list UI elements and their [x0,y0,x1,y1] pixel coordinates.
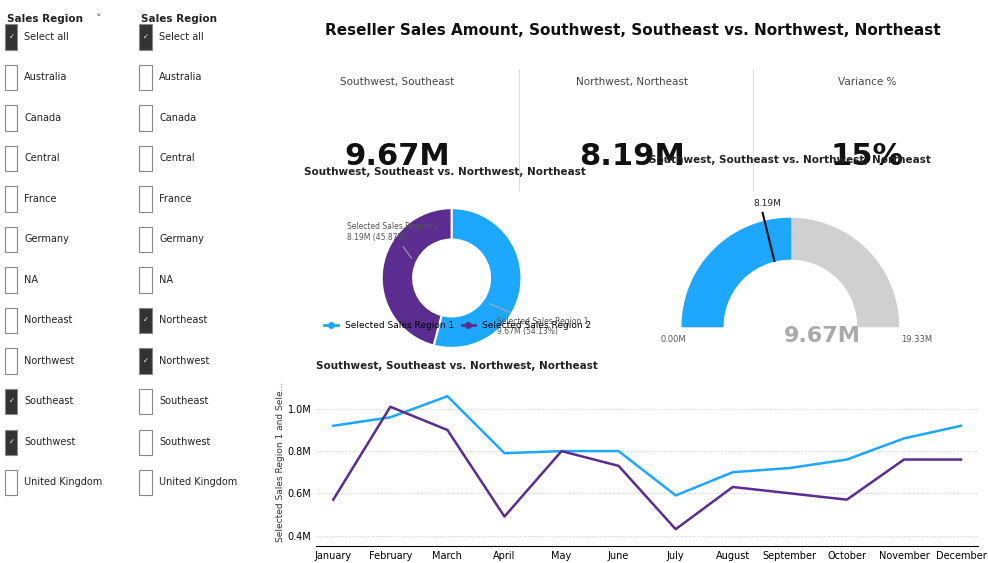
Text: United Kingdom: United Kingdom [159,477,237,488]
Text: Southeast: Southeast [24,396,73,406]
Text: Southwest, Southeast: Southwest, Southeast [341,77,454,87]
FancyBboxPatch shape [139,227,152,252]
Text: Selected Sales Region 2
8.19M (45.87%): Selected Sales Region 2 8.19M (45.87%) [347,222,439,258]
Text: ✓: ✓ [9,399,15,404]
FancyBboxPatch shape [139,348,152,374]
Text: 0.00M: 0.00M [661,336,686,345]
FancyBboxPatch shape [139,146,152,171]
Legend: Selected Sales Region 1, Selected Sales Region 2: Selected Sales Region 1, Selected Sales … [321,318,595,334]
Text: United Kingdom: United Kingdom [24,477,103,488]
FancyBboxPatch shape [5,24,18,50]
Text: Germany: Germany [159,234,205,244]
Text: ✓: ✓ [143,358,149,364]
Text: ✓: ✓ [143,34,149,39]
Text: Australia: Australia [159,72,203,82]
FancyBboxPatch shape [139,267,152,293]
FancyBboxPatch shape [5,470,18,495]
Text: 9.67M: 9.67M [345,142,451,171]
Text: Select all: Select all [159,32,204,42]
Title: Southwest, Southeast vs. Northwest, Northeast: Southwest, Southeast vs. Northwest, Nort… [303,167,586,177]
Text: 9.67M: 9.67M [783,325,861,346]
FancyBboxPatch shape [139,389,152,414]
Title: Southwest, Southeast vs. Northwest, Northeast: Southwest, Southeast vs. Northwest, Nort… [649,155,932,166]
Text: Selected Sales Region 1
9.67M (54.13%): Selected Sales Region 1 9.67M (54.13%) [489,303,589,336]
FancyBboxPatch shape [139,430,152,455]
FancyBboxPatch shape [139,24,152,50]
FancyBboxPatch shape [5,430,18,455]
FancyBboxPatch shape [5,186,18,212]
Text: Northwest: Northwest [159,356,209,366]
FancyBboxPatch shape [5,389,18,414]
Polygon shape [683,218,790,327]
Y-axis label: Selected Sales Region 1 and Sele...: Selected Sales Region 1 and Sele... [276,382,285,542]
Text: Central: Central [159,153,195,163]
Text: Sales Region: Sales Region [7,14,83,24]
Text: 8.19M: 8.19M [579,142,686,171]
FancyBboxPatch shape [139,470,152,495]
FancyBboxPatch shape [5,348,18,374]
Text: France: France [159,194,192,204]
Text: Northeast: Northeast [24,315,72,325]
FancyBboxPatch shape [139,308,152,333]
Text: Northeast: Northeast [159,315,207,325]
Text: Southwest: Southwest [159,437,210,447]
Text: Southeast: Southeast [159,396,208,406]
Text: NA: NA [24,275,38,285]
Polygon shape [683,218,898,327]
Text: 15%: 15% [831,142,904,171]
Text: Canada: Canada [159,113,197,123]
Text: Southwest, Southeast vs. Northwest, Northeast: Southwest, Southeast vs. Northwest, Nort… [316,361,598,371]
Text: Northwest: Northwest [24,356,74,366]
Text: Northwest, Northeast: Northwest, Northeast [576,77,689,87]
Text: NA: NA [159,275,173,285]
FancyBboxPatch shape [5,146,18,171]
Text: ✓: ✓ [9,34,15,39]
Text: Select all: Select all [24,32,69,42]
Wedge shape [381,208,452,346]
FancyBboxPatch shape [5,227,18,252]
Text: Reseller Sales Amount, Southwest, Southeast vs. Northwest, Northeast: Reseller Sales Amount, Southwest, Southe… [324,23,941,38]
Text: Central: Central [24,153,59,163]
FancyBboxPatch shape [139,186,152,212]
Text: Germany: Germany [24,234,69,244]
Text: ˅: ˅ [96,14,102,24]
Text: 8.19M: 8.19M [753,199,781,208]
FancyBboxPatch shape [5,308,18,333]
Text: Australia: Australia [24,72,67,82]
FancyBboxPatch shape [139,65,152,90]
Text: Southwest: Southwest [24,437,75,447]
FancyBboxPatch shape [5,65,18,90]
Text: France: France [24,194,56,204]
FancyBboxPatch shape [5,267,18,293]
Text: Variance %: Variance % [838,77,896,87]
Text: 19.33M: 19.33M [901,336,932,345]
Wedge shape [434,208,522,348]
Text: Canada: Canada [24,113,61,123]
FancyBboxPatch shape [5,105,18,131]
Text: ✓: ✓ [143,318,149,323]
FancyBboxPatch shape [139,105,152,131]
Text: Sales Region: Sales Region [140,14,216,24]
Text: ✓: ✓ [9,439,15,445]
